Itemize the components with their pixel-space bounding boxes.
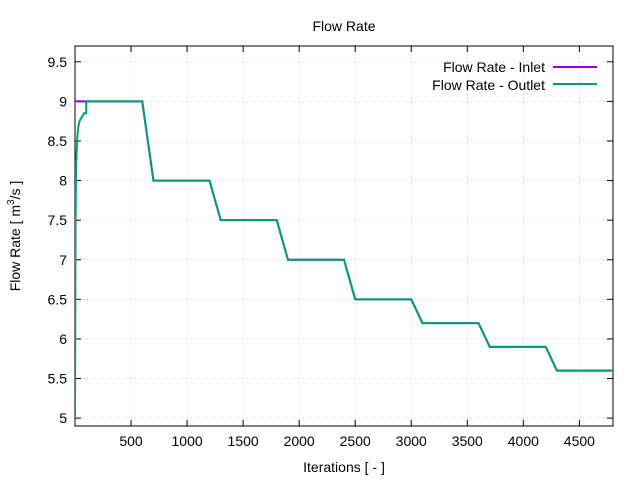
y-tick-label: 5: [59, 410, 67, 426]
y-tick-label: 6: [59, 331, 67, 347]
y-axis-label: Flow Rate [ m3/s ]: [6, 181, 23, 292]
y-tick-label: 9: [59, 93, 67, 109]
grid-layer: [75, 46, 613, 426]
x-tick-label: 3500: [452, 433, 483, 449]
legend-label-inlet: Flow Rate - Inlet: [443, 59, 545, 75]
series-outlet-line: [75, 100, 613, 419]
y-tick-label: 5.5: [48, 371, 68, 387]
x-tick-label: 2000: [284, 433, 315, 449]
x-tick-label: 2500: [340, 433, 371, 449]
series-layer: [75, 100, 613, 419]
y-tick-label: 7: [59, 252, 67, 268]
x-axis: 500 1000 1500 2000 2500 3000 3500 4000 4500: [119, 46, 595, 449]
y-tick-label: 8: [59, 173, 67, 189]
y-tick-label: 8.5: [48, 133, 68, 149]
y-tick-label: 7.5: [48, 212, 68, 228]
y-axis-label-end: /s ]: [7, 181, 23, 200]
legend: Flow Rate - Inlet Flow Rate - Outlet: [432, 59, 597, 93]
x-tick-label: 1000: [172, 433, 203, 449]
x-tick-label: 500: [119, 433, 143, 449]
y-axis: 5 5.5 6 6.5 7 7.5 8 8.5 9 9.5: [48, 54, 613, 426]
x-tick-label: 4000: [508, 433, 539, 449]
y-axis-label-superscript: 3: [6, 199, 17, 205]
series-inlet-line: [75, 100, 613, 372]
y-tick-label: 6.5: [48, 291, 68, 307]
y-tick-label: 9.5: [48, 54, 68, 70]
chart-title: Flow Rate: [312, 18, 375, 34]
y-axis-label-main: Flow Rate [ m: [7, 205, 23, 291]
x-axis-label: Iterations [ - ]: [303, 459, 385, 475]
x-tick-label: 3000: [396, 433, 427, 449]
x-tick-label: 1500: [228, 433, 259, 449]
legend-label-outlet: Flow Rate - Outlet: [432, 77, 545, 93]
plot-area-border: [74, 45, 614, 427]
x-tick-label: 4500: [564, 433, 595, 449]
